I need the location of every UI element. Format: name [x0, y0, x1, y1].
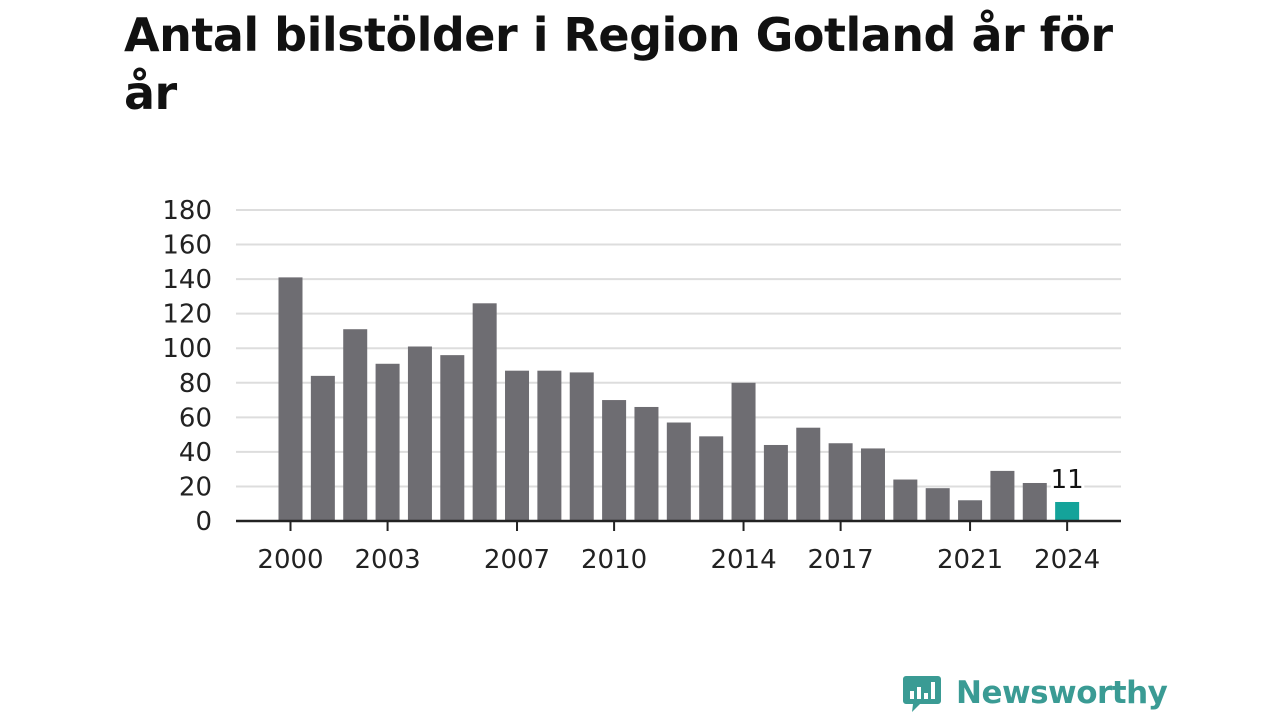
bar-2022	[990, 470, 1015, 521]
bar-2000	[278, 277, 303, 521]
data-label-2024: 11	[1051, 465, 1084, 495]
bar-2024	[1055, 501, 1080, 521]
x-tick-label: 2021	[937, 545, 1003, 575]
x-tick-label: 2003	[354, 545, 420, 575]
bar-2016	[796, 427, 821, 521]
bar-2003	[375, 363, 400, 521]
bar-2002	[343, 329, 368, 521]
x-tick-label: 2010	[581, 545, 647, 575]
y-tick-label: 120	[162, 300, 212, 330]
bar-2006	[472, 303, 497, 521]
bar-2021	[958, 500, 983, 521]
x-tick-label: 2024	[1034, 545, 1100, 575]
y-tick-label: 60	[179, 403, 212, 433]
x-tick-label: 2014	[710, 545, 776, 575]
bar-2019	[893, 479, 918, 521]
bar-2009	[569, 372, 594, 521]
bars	[278, 277, 1080, 521]
bar-2018	[860, 448, 885, 521]
y-tick-label: 160	[162, 231, 212, 261]
bar-2005	[440, 355, 465, 521]
y-tick-label: 0	[195, 507, 212, 537]
y-tick-label: 180	[162, 196, 212, 226]
bar-chart-speech-icon	[903, 676, 941, 712]
y-tick-label: 140	[162, 265, 212, 295]
y-axis-ticks: 0 20 40 60 80 100 120 140 160 180	[162, 196, 212, 537]
chart-title: Antal bilstölder i Region Gotland år för…	[124, 8, 1113, 120]
bar-2015	[763, 444, 788, 521]
bar-2007	[505, 370, 530, 521]
bar-2014	[731, 382, 756, 521]
bar-2011	[634, 406, 659, 521]
bar-2020	[925, 488, 950, 521]
y-tick-label: 40	[179, 438, 212, 468]
bar-2001	[310, 375, 335, 521]
bar-2010	[602, 400, 627, 521]
gridlines	[236, 209, 1121, 488]
bar-2023	[1022, 482, 1047, 521]
bar-2004	[407, 346, 432, 521]
bar-2008	[537, 370, 562, 521]
x-tick-label: 2000	[257, 545, 323, 575]
x-tick-label: 2017	[808, 545, 874, 575]
x-tick-label: 2007	[484, 545, 550, 575]
y-tick-label: 100	[162, 334, 212, 364]
bar-2017	[828, 443, 853, 521]
data-labels: 11	[1048, 462, 1087, 498]
y-tick-label: 80	[179, 369, 212, 399]
y-tick-label: 20	[179, 472, 212, 502]
newsworthy-logo: Newsworthy	[902, 670, 1168, 716]
brand-name: Newsworthy	[956, 675, 1168, 711]
bar-2012	[666, 422, 691, 521]
bar-2013	[699, 436, 724, 521]
x-axis-ticks: 2000 2003 2007 2010 2014 2017 2021 2024	[257, 521, 1100, 575]
